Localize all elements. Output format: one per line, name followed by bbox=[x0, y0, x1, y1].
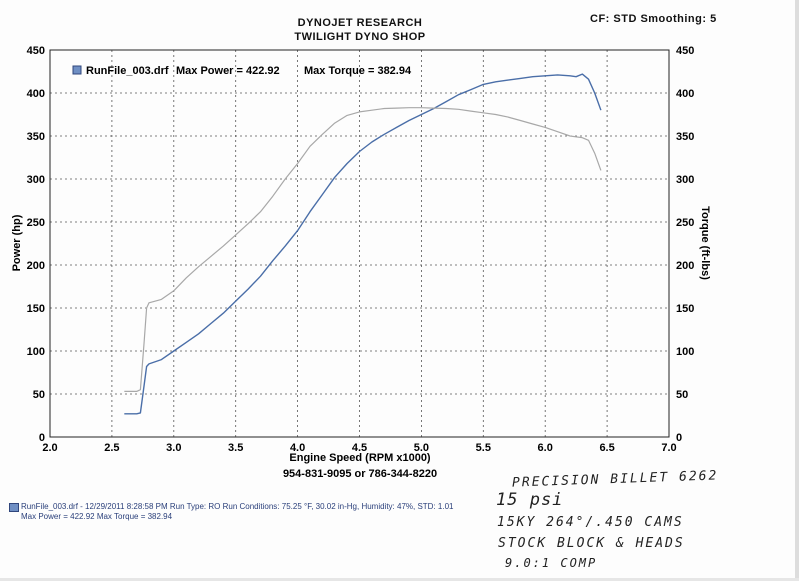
y-tick-label-left: 100 bbox=[27, 346, 45, 358]
y-tick-label-left: 50 bbox=[33, 389, 45, 401]
power-curve bbox=[124, 73, 602, 415]
y-tick-label-left: 400 bbox=[27, 88, 45, 100]
y-tick-label-right: 450 bbox=[676, 45, 694, 57]
y-tick-label-left: 0 bbox=[39, 432, 45, 444]
x-tick-label: 3.0 bbox=[166, 442, 181, 454]
chart-title-shop: TWILIGHT DYNO SHOP bbox=[294, 31, 426, 43]
handwritten-note-compression: 9.0:1 COMP bbox=[505, 556, 598, 570]
y-axis-right-label: Torque (ft-lbs) bbox=[699, 206, 711, 280]
x-tick-label: 2.5 bbox=[104, 442, 119, 454]
y-tick-label-right: 250 bbox=[676, 217, 694, 229]
y-axis-left-label: Power (hp) bbox=[11, 214, 23, 271]
torque-curve bbox=[124, 107, 602, 392]
run-conditions-text: RunFile_003.drf - 12/29/2011 8:28:58 PM … bbox=[21, 502, 454, 511]
y-tick-label-right: 100 bbox=[676, 346, 694, 358]
handwritten-note-boost: 15 psi bbox=[496, 490, 564, 510]
scan-edge-right bbox=[795, 0, 799, 581]
legend: RunFile_003.drf Max Power = 422.92 Max T… bbox=[72, 65, 412, 77]
x-tick-label: 3.5 bbox=[228, 442, 243, 454]
max-values-text: Max Power = 422.92 Max Torque = 382.94 bbox=[21, 512, 173, 521]
y-tick-label-right: 150 bbox=[676, 303, 694, 315]
legend-file: RunFile_003.drf bbox=[86, 65, 169, 77]
x-tick-label: 7.0 bbox=[661, 442, 676, 454]
y-tick-label-right: 50 bbox=[676, 389, 688, 401]
plot-frame bbox=[49, 49, 670, 438]
y-tick-label-right: 200 bbox=[676, 260, 694, 272]
x-tick-label: 4.0 bbox=[290, 442, 305, 454]
y-tick-label-right: 350 bbox=[676, 131, 694, 143]
handwritten-note-cams: 15KY 264°/.450 CAMS bbox=[497, 515, 684, 530]
legend-max-torque: Max Torque = 382.94 bbox=[304, 65, 412, 77]
y-tick-label-left: 450 bbox=[27, 45, 45, 57]
y-tick-label-left: 200 bbox=[27, 260, 45, 272]
grid bbox=[50, 50, 669, 437]
scan-edge-bottom bbox=[0, 578, 799, 581]
phone-numbers: 954-831-9095 or 786-344-8220 bbox=[283, 468, 437, 480]
x-tick-label: 5.5 bbox=[476, 442, 491, 454]
y-tick-label-left: 350 bbox=[27, 131, 45, 143]
x-tick-label: 4.5 bbox=[352, 442, 367, 454]
runfile-icon bbox=[9, 503, 19, 512]
x-axis-label: Engine Speed (RPM x1000) bbox=[289, 452, 431, 464]
correction-smoothing-label: CF: STD Smoothing: 5 bbox=[590, 13, 717, 25]
handwritten-note-block: STOCK BLOCK & HEADS bbox=[498, 536, 685, 551]
y-tick-label-right: 0 bbox=[676, 432, 682, 444]
chart-title-company: DYNOJET RESEARCH bbox=[297, 17, 423, 29]
y-tick-label-left: 250 bbox=[27, 217, 45, 229]
x-tick-label: 6.5 bbox=[599, 442, 614, 454]
y-tick-label-left: 150 bbox=[27, 303, 45, 315]
series-lines bbox=[124, 73, 602, 415]
x-tick-label: 6.0 bbox=[538, 442, 553, 454]
axis-ticks: 2.0 2.5 3.0 3.5 4.0 4.5 5.0 5.5 6.0 6.5 7.00 050 501… bbox=[27, 45, 695, 454]
y-tick-label-right: 300 bbox=[676, 174, 694, 186]
x-tick-label: 2.0 bbox=[42, 442, 57, 454]
x-tick-label: 5.0 bbox=[414, 442, 429, 454]
y-tick-label-left: 300 bbox=[27, 174, 45, 186]
legend-swatch bbox=[72, 65, 82, 75]
legend-max-power: Max Power = 422.92 bbox=[176, 65, 280, 77]
y-tick-label-right: 400 bbox=[676, 88, 694, 100]
